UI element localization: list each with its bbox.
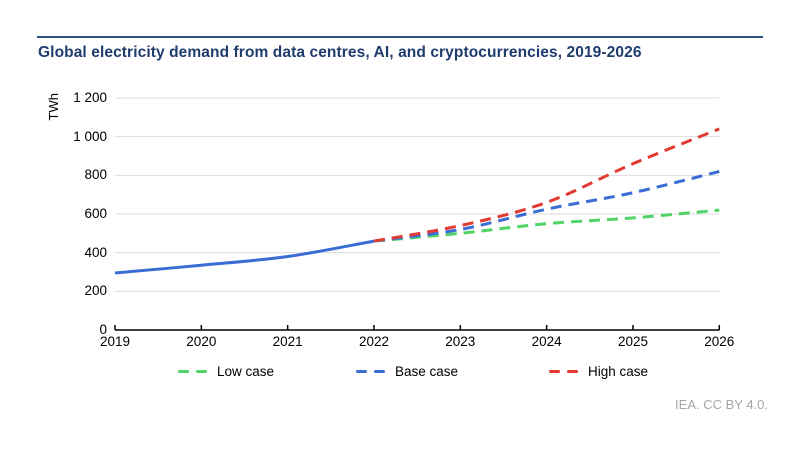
legend-label: High case bbox=[588, 364, 649, 379]
x-axis-tick-label: 2022 bbox=[358, 334, 389, 349]
y-axis-tick-label: 800 bbox=[84, 167, 107, 183]
series-line-historical bbox=[114, 239, 375, 275]
y-axis-tick-label: 0 bbox=[99, 322, 107, 337]
x-axis-tick-label: 2021 bbox=[272, 334, 303, 349]
legend-item-high-case: High case bbox=[549, 364, 648, 379]
series-line-high-case bbox=[373, 127, 720, 243]
high-case-dash-icon bbox=[549, 369, 578, 374]
y-axis-tick-label: 200 bbox=[84, 283, 107, 299]
legend-label: Low case bbox=[217, 364, 275, 379]
x-axis-tick-label: 2020 bbox=[186, 334, 217, 349]
legend-item-low-case: Low case bbox=[178, 364, 274, 379]
y-axis-tick-label: 600 bbox=[84, 206, 107, 221]
x-axis-tick-label: 2026 bbox=[704, 334, 735, 349]
source-credit: IEA. CC BY 4.0. bbox=[675, 397, 768, 412]
y-axis-tick-label: 400 bbox=[84, 244, 107, 260]
base-case-dash-icon bbox=[356, 369, 385, 374]
low-case-dash-icon bbox=[178, 369, 207, 374]
y-axis-tick-label: 1 000 bbox=[73, 128, 107, 144]
legend-label: Base case bbox=[395, 364, 459, 379]
series-line-low-case bbox=[373, 208, 720, 243]
series-line-base-case bbox=[373, 170, 720, 243]
page-title: Global electricity demand from data cent… bbox=[38, 44, 642, 61]
x-axis-tick-label: 2023 bbox=[445, 334, 476, 349]
x-axis-tick-label: 2024 bbox=[531, 334, 562, 349]
title-rule bbox=[37, 36, 763, 38]
y-axis-tick-label: 1 200 bbox=[73, 90, 107, 105]
x-axis-tick-label: 2019 bbox=[99, 334, 131, 349]
legend-item-base-case: Base case bbox=[356, 364, 458, 379]
x-axis-tick-label: 2025 bbox=[617, 334, 648, 349]
